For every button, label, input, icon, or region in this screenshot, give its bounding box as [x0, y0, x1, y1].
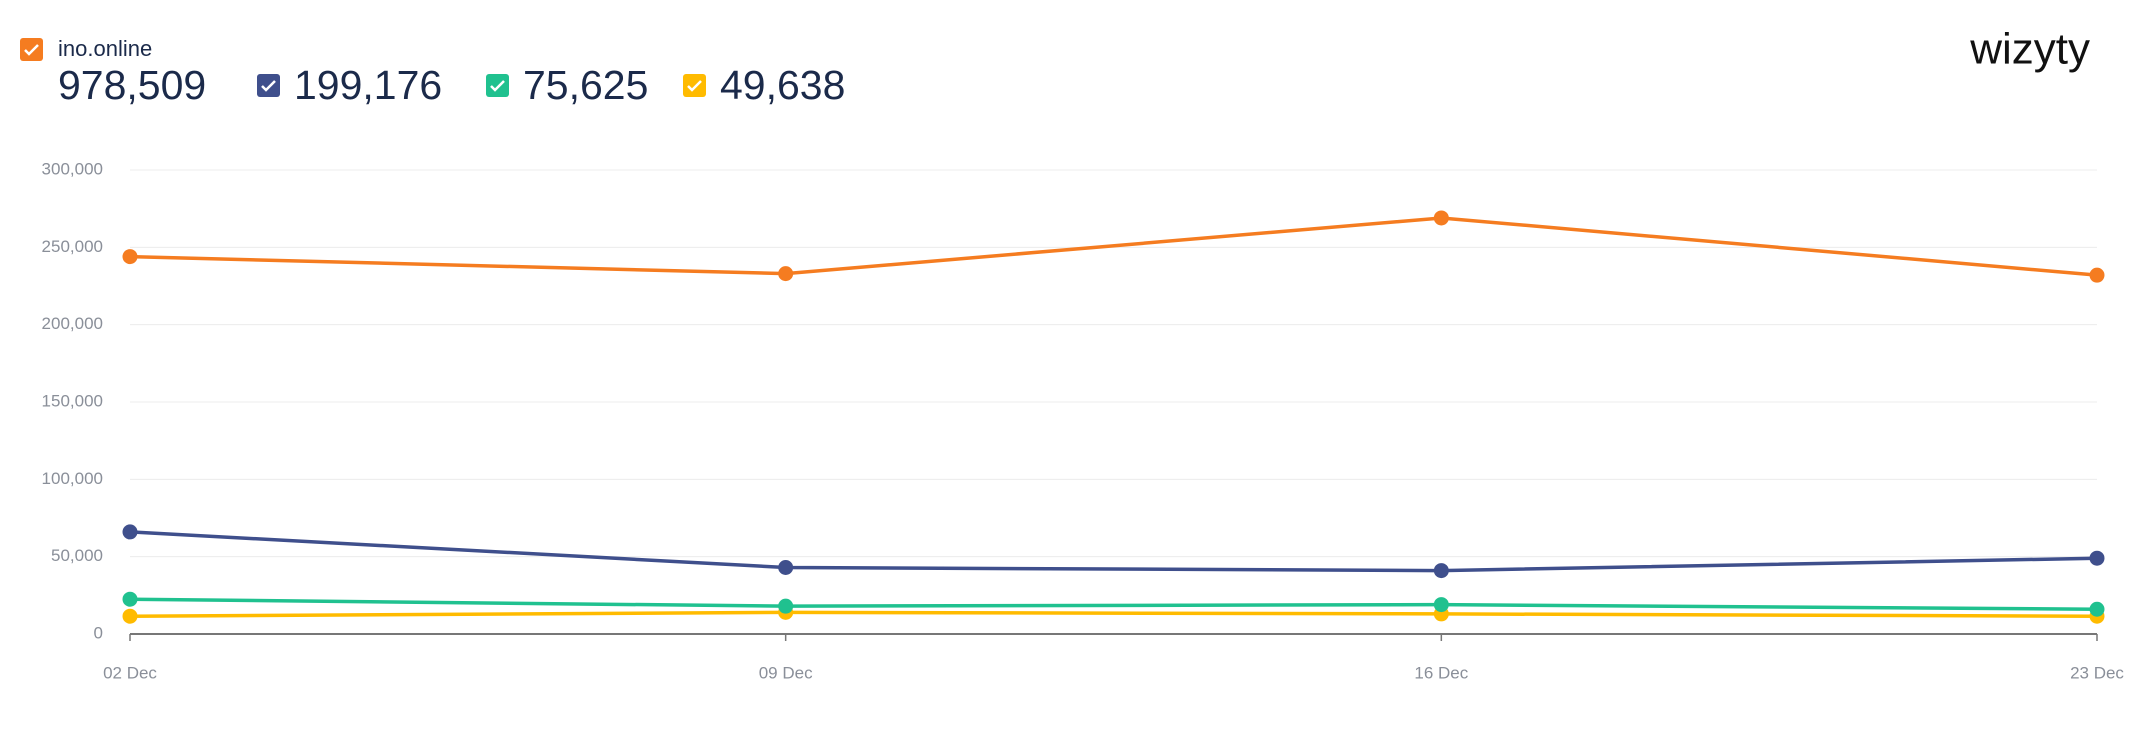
legend-checkbox[interactable] — [683, 74, 706, 97]
y-tick-label: 300,000 — [42, 159, 103, 178]
data-point — [778, 598, 794, 614]
data-point — [1433, 210, 1449, 226]
x-tick-label: 23 Dec — [2070, 663, 2124, 682]
legend-total: 75,625 — [523, 62, 648, 108]
legend-total: 199,176 — [294, 62, 442, 108]
checkmark — [24, 44, 39, 56]
y-tick-label: 50,000 — [51, 546, 103, 565]
legend-name: ino.online — [58, 36, 152, 61]
data-point — [2089, 267, 2105, 283]
y-tick-label: 200,000 — [42, 314, 103, 333]
chart-title: wizyty — [1969, 25, 2090, 74]
x-tick-label: 09 Dec — [759, 663, 813, 682]
data-point — [778, 266, 794, 282]
data-point — [2089, 550, 2105, 566]
y-tick-label: 150,000 — [42, 391, 103, 410]
y-tick-label: 100,000 — [42, 469, 103, 488]
data-point — [778, 559, 794, 575]
data-point — [122, 524, 138, 540]
data-point — [1433, 563, 1449, 579]
x-tick-label: 16 Dec — [1414, 663, 1468, 682]
legend-checkbox[interactable] — [486, 74, 509, 97]
y-tick-label: 0 — [94, 623, 103, 642]
data-point — [122, 249, 138, 265]
x-tick-label: 02 Dec — [103, 663, 157, 682]
data-point — [122, 591, 138, 607]
legend-checkbox[interactable] — [20, 38, 43, 61]
data-point — [2089, 601, 2105, 617]
data-point — [1433, 597, 1449, 613]
checkmark — [490, 80, 505, 92]
series-line — [129, 530, 2098, 573]
series-line — [129, 610, 2098, 618]
legend-checkbox[interactable] — [257, 74, 280, 97]
checkmark — [687, 80, 702, 92]
series-line — [129, 597, 2098, 612]
legend-total: 49,638 — [720, 62, 845, 108]
y-tick-label: 250,000 — [42, 237, 103, 256]
series-line — [129, 216, 2098, 277]
checkmark — [261, 80, 276, 92]
data-point — [122, 608, 138, 624]
legend-total: 978,509 — [58, 62, 206, 108]
